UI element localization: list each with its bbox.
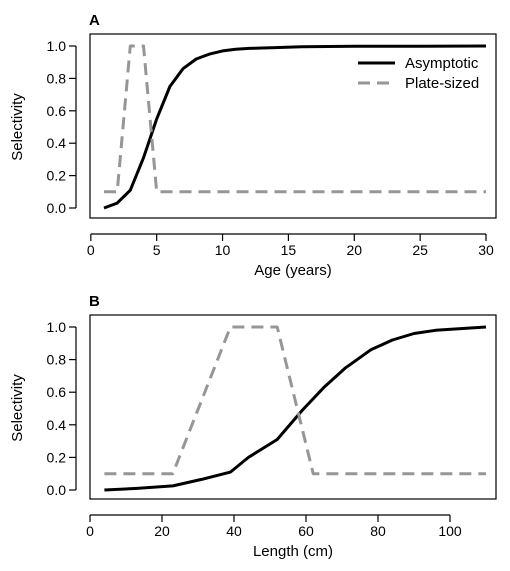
x-tick-label: 5: [153, 242, 161, 258]
y-tick-label: 1.0: [47, 38, 67, 54]
panel-a-y-axis: 0.0 0.2 0.4 0.6 0.8 1.0: [47, 38, 77, 216]
y-tick-label: 1.0: [47, 319, 67, 335]
panel-b-label: B: [89, 293, 100, 310]
panel-a-series: [103, 44, 487, 210]
y-tick-label: 0.2: [47, 168, 67, 184]
panel-a-label: A: [89, 12, 100, 29]
panel-a-y-axis-title: Selectivity: [9, 93, 26, 161]
panel-b-series: [104, 325, 487, 492]
y-tick-label: 0.8: [47, 70, 67, 86]
x-tick-label: 80: [370, 523, 386, 539]
x-tick-label: 20: [346, 242, 362, 258]
x-tick-label: 40: [226, 523, 242, 539]
x-tick-label: 0: [87, 242, 95, 258]
panel-b-x-axis-title: Length (cm): [253, 543, 333, 560]
x-tick-label: 20: [154, 523, 170, 539]
legend: Asymptotic Plate-sized: [358, 55, 479, 92]
x-tick-label: 0: [86, 523, 94, 539]
panel-b: B 0 20 40 60 80 100 0.0 0.2 0.4 0.6 0.8 1.0 Length…: [9, 293, 497, 560]
x-tick-label: 10: [215, 242, 231, 258]
y-tick-label: 0.8: [47, 352, 67, 368]
panel-b-x-axis: 0 20 40 60 80 100: [86, 514, 462, 539]
y-tick-label: 0.0: [47, 482, 67, 498]
panel-a-plot-frame: [89, 33, 497, 219]
x-tick-label: 60: [298, 523, 314, 539]
panel-a-x-axis-title: Age (years): [254, 262, 332, 279]
y-tick-label: 0.4: [47, 135, 67, 151]
y-tick-label: 0.4: [47, 417, 67, 433]
series-line-plate-sized: [104, 325, 486, 476]
x-tick-label: 30: [478, 242, 494, 258]
x-tick-label: 25: [412, 242, 428, 258]
x-tick-label: 15: [281, 242, 297, 258]
series-line-plate-sized: [104, 44, 486, 194]
panel-b-y-axis: 0.0 0.2 0.4 0.6 0.8 1.0: [47, 319, 77, 498]
y-tick-label: 0.2: [47, 449, 67, 465]
legend-label-asymptotic: Asymptotic: [405, 55, 479, 72]
y-tick-label: 0.0: [47, 200, 67, 216]
series-line-asymptotic: [104, 325, 487, 492]
panel-b-y-axis-title: Selectivity: [9, 374, 26, 442]
panel-b-plot-frame: [89, 314, 497, 500]
x-tick-label: 100: [438, 523, 462, 539]
panel-a-x-axis: 0 5 10 15 20 25 30: [87, 233, 494, 258]
panel-a: A 0 5 10 15 20 25 30 0.0 0.2 0.4 0.6 0.8 1.0 Age (y…: [9, 12, 497, 279]
legend-label-plate-sized: Plate-sized: [405, 75, 479, 92]
series-line-asymptotic: [103, 44, 487, 210]
y-tick-label: 0.6: [47, 103, 67, 119]
y-tick-label: 0.6: [47, 384, 67, 400]
